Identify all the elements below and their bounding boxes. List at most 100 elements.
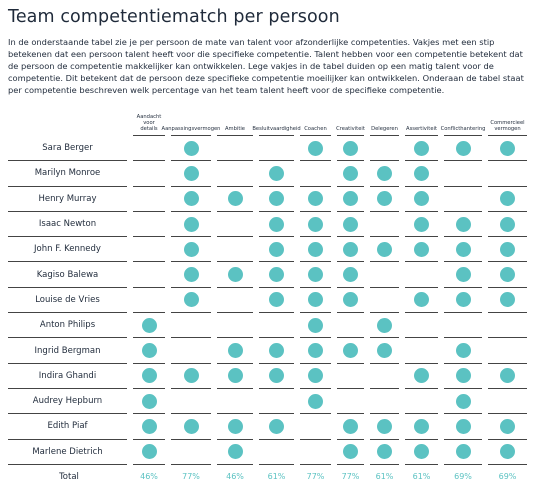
cell (217, 212, 253, 238)
talent-dot (343, 241, 358, 257)
cell (259, 212, 294, 238)
talent-dot (414, 368, 429, 384)
cell (405, 288, 438, 314)
talent-dot (308, 191, 323, 207)
talent-dot (141, 393, 157, 409)
cell (337, 414, 364, 440)
cell (405, 161, 438, 187)
total-value: 61% (412, 472, 431, 482)
cell (217, 338, 253, 364)
talent-dot (183, 292, 199, 308)
cell (259, 288, 294, 314)
talent-dot (500, 444, 515, 460)
talent-dot (455, 418, 471, 434)
cell (133, 187, 165, 212)
cell (217, 364, 253, 389)
column-header: Ambitie (217, 108, 253, 136)
cell (300, 161, 331, 187)
cell (488, 364, 527, 389)
talent-dot (141, 317, 157, 333)
cell (300, 262, 331, 288)
cell (133, 288, 165, 314)
cell (405, 338, 438, 364)
cell (300, 440, 331, 465)
cell (171, 338, 211, 364)
talent-dot (377, 444, 392, 460)
cell (259, 187, 294, 212)
column-header: Aanpassingsvermogen (162, 108, 220, 136)
talent-dot (455, 140, 471, 156)
talent-dot (455, 393, 471, 409)
column-header: Creativiteit (336, 108, 365, 136)
talent-dot (500, 418, 515, 434)
talent-dot (269, 216, 284, 232)
talent-dot (269, 418, 284, 434)
cell (337, 161, 364, 187)
talent-dot (227, 444, 243, 460)
talent-dot (343, 444, 358, 460)
cell (171, 161, 211, 187)
total-value: 77% (182, 472, 200, 482)
cell (488, 313, 527, 339)
cell (337, 313, 364, 339)
cell (337, 288, 364, 314)
cell (300, 136, 331, 162)
cell (370, 338, 399, 364)
talent-dot (141, 343, 157, 359)
cell (217, 161, 253, 187)
cell (444, 440, 482, 465)
cell (171, 136, 211, 162)
talent-dot (308, 343, 323, 359)
talent-dot (343, 418, 358, 434)
talent-dot (455, 241, 471, 257)
talent-dot (308, 140, 323, 156)
cell (259, 440, 294, 465)
talent-dot (414, 418, 429, 434)
cell (405, 389, 438, 415)
cell (444, 414, 482, 440)
talent-dot (455, 368, 471, 384)
talent-dot (343, 343, 358, 359)
talent-dot (377, 418, 392, 434)
talent-dot (377, 343, 392, 359)
cell (133, 338, 165, 364)
cell (488, 440, 527, 465)
person-name: Audrey Hepburn (8, 389, 127, 415)
talent-dot (455, 343, 471, 359)
cell (217, 187, 253, 212)
cell (133, 414, 165, 440)
total-value: 69% (454, 472, 472, 482)
cell (370, 161, 399, 187)
cell (133, 440, 165, 465)
person-name: Ingrid Bergman (8, 338, 127, 364)
person-name: Sara Berger (8, 136, 127, 162)
cell (488, 389, 527, 415)
cell (488, 136, 527, 162)
total-value: 61% (267, 472, 286, 482)
talent-dot (343, 216, 358, 232)
talent-dot (227, 343, 243, 359)
talent-dot (308, 241, 323, 257)
talent-dot (500, 140, 515, 156)
cell (217, 262, 253, 288)
cell (444, 338, 482, 364)
cell (133, 237, 165, 263)
cell (405, 237, 438, 263)
cell (337, 364, 364, 389)
cell (171, 237, 211, 263)
cell (370, 313, 399, 339)
column-header: Delegeren (370, 108, 399, 136)
talent-dot (141, 444, 157, 460)
talent-dot (183, 241, 199, 257)
cell (259, 237, 294, 263)
person-name: Anton Philips (8, 313, 127, 339)
cell (488, 187, 527, 212)
talent-dot (455, 292, 471, 308)
cell (171, 288, 211, 314)
talent-dot (414, 165, 429, 181)
cell (133, 389, 165, 415)
talent-dot (455, 444, 471, 460)
talent-dot (308, 393, 323, 409)
column-header: Conflicthantering (441, 108, 485, 136)
